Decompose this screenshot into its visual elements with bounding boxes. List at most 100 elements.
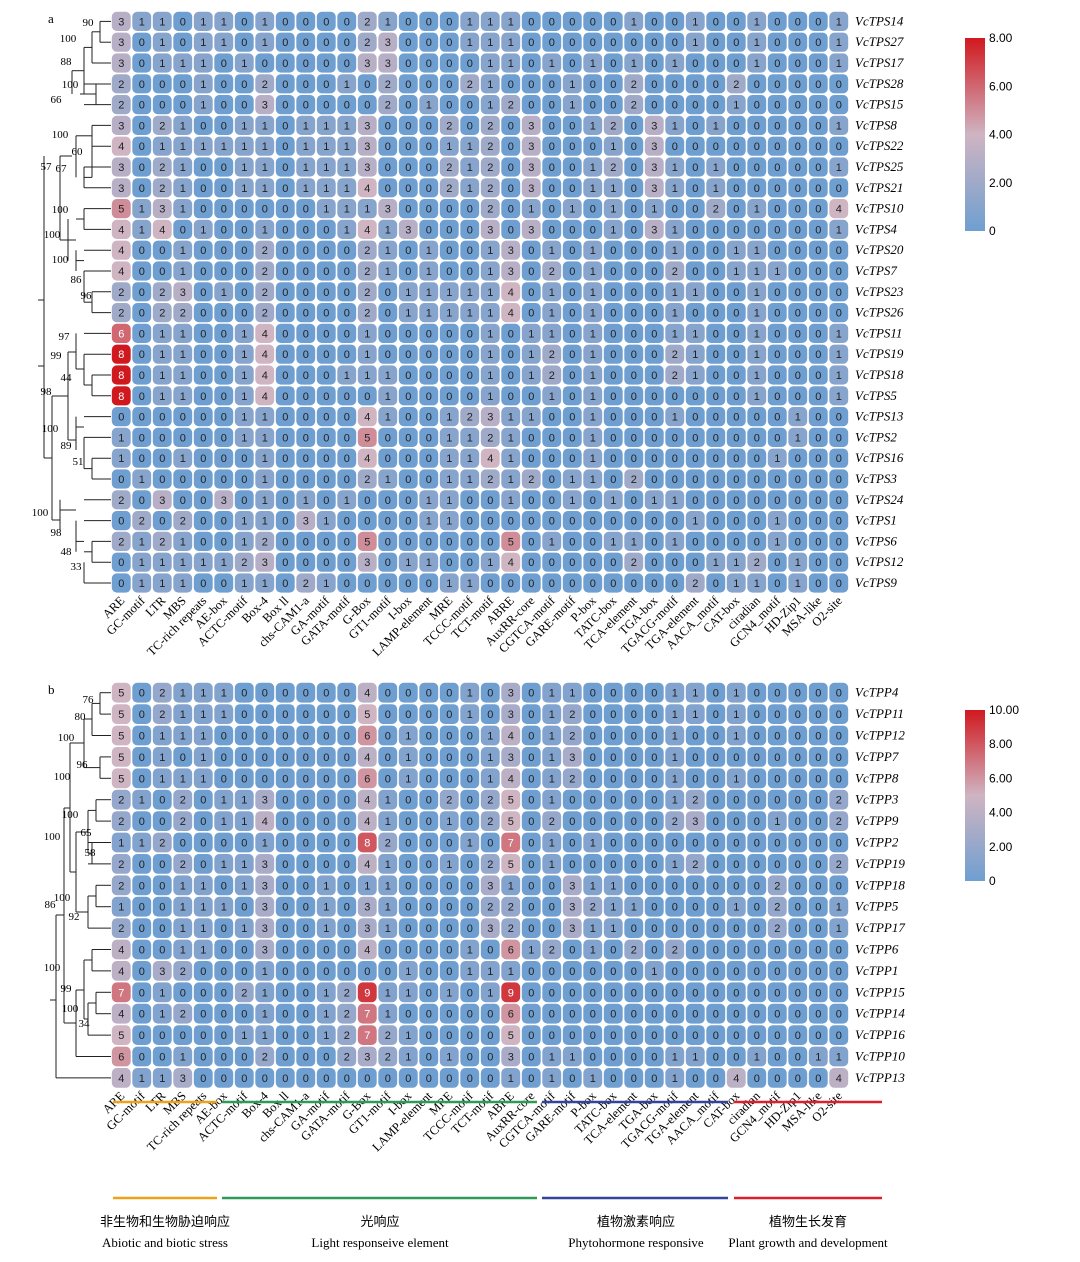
heatmap-cell-rect xyxy=(275,261,295,281)
heatmap-cell-value: 0 xyxy=(836,709,842,721)
heatmap-cell-value: 0 xyxy=(159,516,165,528)
heatmap-cell: 2 xyxy=(665,811,685,831)
heatmap-cell-value: 1 xyxy=(262,120,268,132)
heatmap-cell-value: 0 xyxy=(569,16,575,28)
heatmap-cell-value: 0 xyxy=(795,923,801,935)
heatmap-cell-rect xyxy=(214,219,234,239)
heatmap-cell-value: 0 xyxy=(733,141,739,153)
heatmap-cell: 0 xyxy=(562,511,582,531)
heatmap-cell: 0 xyxy=(193,282,213,302)
heatmap-cell: 3 xyxy=(378,199,398,219)
heatmap-cell-rect xyxy=(644,199,664,219)
heatmap-cell: 0 xyxy=(214,157,234,177)
heatmap-cell-value: 0 xyxy=(241,838,247,850)
heatmap-cell: 0 xyxy=(562,531,582,551)
heatmap-cell: 0 xyxy=(644,11,664,32)
heatmap-cell-rect xyxy=(480,115,500,135)
heatmap-cell-rect xyxy=(603,136,623,156)
heatmap-cell-value: 1 xyxy=(241,578,247,590)
heatmap-cell-rect xyxy=(193,53,213,73)
heatmap-cell: 2 xyxy=(480,789,500,810)
heatmap-cell-value: 0 xyxy=(528,987,534,999)
heatmap-cell-value: 2 xyxy=(692,578,698,590)
heatmap-cell-value: 0 xyxy=(426,349,432,361)
heatmap-cell-value: 3 xyxy=(569,880,575,892)
heatmap-cell: 1 xyxy=(829,219,849,239)
heatmap-cell: 0 xyxy=(562,136,582,156)
heatmap-cell: 0 xyxy=(747,854,767,874)
heatmap-cell: 6 xyxy=(501,939,521,960)
heatmap-cell: 0 xyxy=(542,918,562,938)
heatmap-cell-rect xyxy=(152,136,172,156)
heatmap-cell: 0 xyxy=(583,136,603,156)
heatmap-cell: 0 xyxy=(603,573,623,593)
heatmap-cell-value: 0 xyxy=(836,688,842,700)
heatmap-cell-value: 3 xyxy=(528,183,534,195)
heatmap-cell-rect xyxy=(378,95,398,115)
heatmap-cell-value: 0 xyxy=(754,79,760,91)
heatmap-cell: 0 xyxy=(706,136,726,156)
heatmap-cell: 0 xyxy=(398,407,418,427)
heatmap-cell-rect xyxy=(624,11,644,32)
heatmap-cell: 0 xyxy=(275,768,295,789)
heatmap-cell-value: 0 xyxy=(631,224,637,236)
heatmap-cell-rect xyxy=(378,261,398,281)
heatmap-cell-value: 0 xyxy=(733,183,739,195)
heatmap-cell-rect xyxy=(542,95,562,115)
heatmap-cell-value: 0 xyxy=(733,37,739,49)
heatmap-cell-value: 0 xyxy=(344,100,350,112)
heatmap-cell: 0 xyxy=(542,157,562,177)
heatmap-cell-value: 1 xyxy=(754,391,760,403)
heatmap-cell-value: 0 xyxy=(549,79,555,91)
heatmap-cell-value: 0 xyxy=(836,945,842,957)
heatmap-cell: 0 xyxy=(706,682,726,703)
heatmap-cell: 0 xyxy=(788,704,808,724)
heatmap-cell: 2 xyxy=(378,74,398,94)
heatmap-cell-value: 0 xyxy=(303,37,309,49)
heatmap-cell: 0 xyxy=(398,115,418,135)
heatmap-cell: 0 xyxy=(624,875,644,896)
heatmap-cell: 0 xyxy=(193,386,213,406)
heatmap-cell: 1 xyxy=(419,95,439,115)
heatmap-cell-value: 0 xyxy=(385,536,391,548)
heatmap-cell: 2 xyxy=(378,832,398,853)
heatmap-cell: 0 xyxy=(419,573,439,593)
heatmap-cell-value: 2 xyxy=(262,266,268,278)
heatmap-cell-rect xyxy=(193,11,213,32)
heatmap-cell-rect xyxy=(378,219,398,239)
heatmap-cell: 0 xyxy=(767,725,787,746)
heatmap-cell-value: 1 xyxy=(180,557,186,569)
heatmap-cell: 0 xyxy=(152,407,172,427)
heatmap-cell: 1 xyxy=(542,725,562,746)
heatmap-cell: 0 xyxy=(439,896,459,917)
heatmap-cell: 1 xyxy=(788,427,808,447)
heatmap-cell-rect xyxy=(234,240,254,260)
heatmap-cell-value: 0 xyxy=(795,16,801,28)
legend-tick-label: 8.00 xyxy=(989,31,1013,45)
heatmap-cell: 0 xyxy=(521,747,541,767)
heatmap-cell: 0 xyxy=(152,811,172,831)
heatmap-cell: 0 xyxy=(419,32,439,52)
heatmap-cell-value: 0 xyxy=(303,880,309,892)
heatmap-cell: 4 xyxy=(829,199,849,219)
heatmap-cell: 0 xyxy=(542,896,562,917)
heatmap-cell-rect xyxy=(398,199,418,219)
heatmap-cell-value: 3 xyxy=(364,120,370,132)
heatmap-cell-value: 0 xyxy=(467,902,473,914)
heatmap-cell: 2 xyxy=(152,303,172,323)
heatmap-cell-rect xyxy=(296,74,316,94)
heatmap-cell-value: 1 xyxy=(508,432,514,444)
heatmap-cell-rect xyxy=(214,11,234,32)
heatmap-cell: 0 xyxy=(521,261,541,281)
heatmap-cell: 1 xyxy=(480,747,500,767)
heatmap-cell-value: 1 xyxy=(159,370,165,382)
heatmap-cell: 1 xyxy=(829,157,849,177)
heatmap-cell-value: 1 xyxy=(139,16,145,28)
heatmap-cell-value: 0 xyxy=(795,79,801,91)
heatmap-cell-value: 2 xyxy=(774,902,780,914)
heatmap-cell-value: 0 xyxy=(692,536,698,548)
heatmap-cell-value: 0 xyxy=(385,287,391,299)
heatmap-cell-value: 5 xyxy=(118,752,124,764)
heatmap-cell-rect xyxy=(829,178,849,198)
heatmap-cell-value: 8 xyxy=(118,349,124,361)
